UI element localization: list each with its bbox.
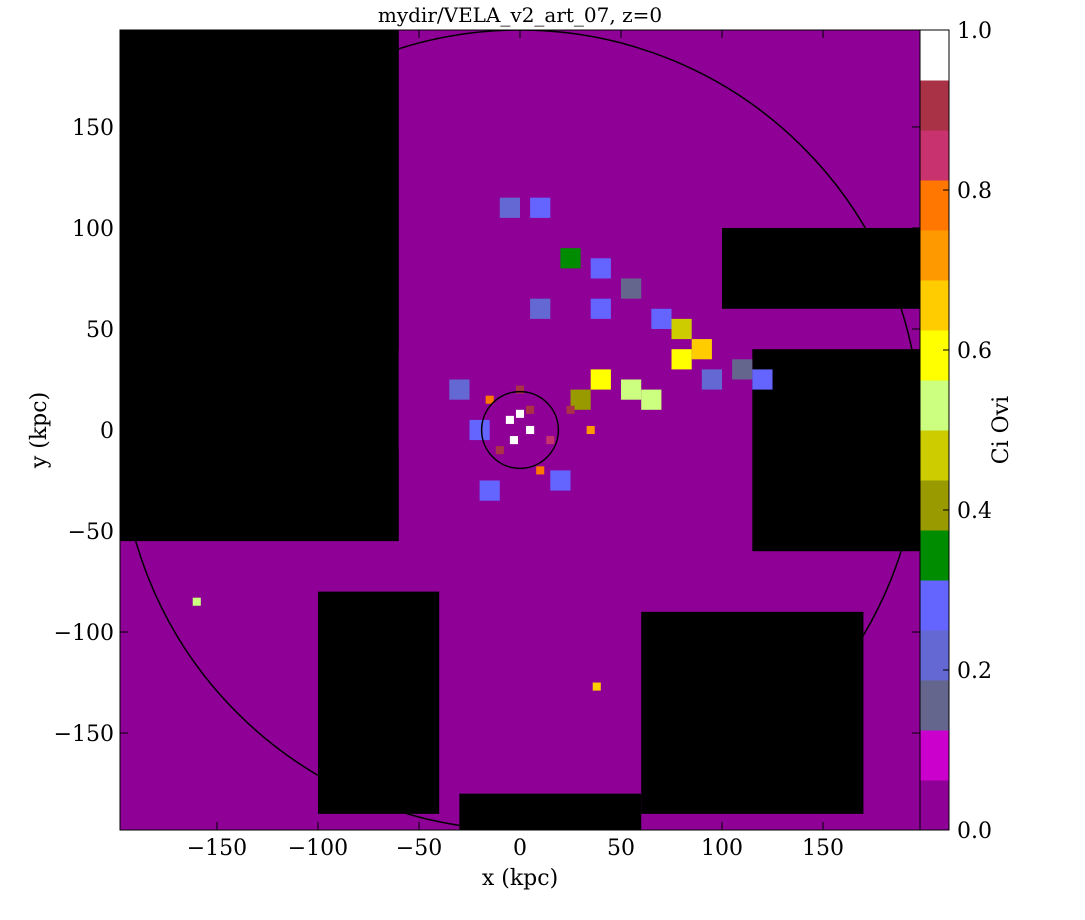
y-tick-label: 0	[100, 419, 114, 444]
colorbar-segment	[920, 180, 949, 231]
heatmap-cells	[120, 30, 920, 830]
colorbar-segment	[920, 530, 949, 581]
y-axis-label: y (kpc)	[27, 392, 52, 469]
patch-cell	[701, 369, 723, 390]
colorbar-segment	[920, 480, 949, 531]
patch-cell	[641, 389, 662, 410]
colorbar-label: Ci Ovi	[989, 396, 1014, 464]
x-axis-ticks: −150 −100 −50 0 50 100 150	[187, 30, 844, 861]
x-tick-label: 0	[513, 836, 527, 861]
colorbar-segment	[920, 630, 949, 681]
chart-title: mydir/VELA_v2_art_07, z=0	[378, 3, 662, 27]
colorbar-tick-label: 0.8	[957, 179, 992, 204]
y-tick-label: 150	[72, 116, 114, 141]
patch-cell	[570, 389, 591, 410]
x-tick-label: −150	[187, 836, 247, 861]
patch-cell	[752, 369, 773, 390]
colorbar-segment	[920, 680, 949, 731]
x-tick-label: −50	[396, 836, 442, 861]
y-axis-ticks: −150 −100 −50 0 50 100 150	[54, 116, 920, 747]
patch-cell	[651, 308, 672, 329]
patch-cell	[671, 349, 692, 370]
patch-cell	[590, 298, 611, 319]
patch-cell	[530, 298, 551, 319]
colorbar-segment	[920, 430, 949, 481]
region-cell	[722, 227, 920, 309]
colorbar-tick-label: 0.0	[957, 819, 992, 844]
y-tick-label: 50	[86, 318, 114, 343]
x-tick-label: 150	[802, 836, 844, 861]
hotspot-cell	[505, 415, 514, 424]
colorbar-ticks: 0.0 0.2 0.4 0.6 0.8 1.0	[943, 19, 992, 844]
y-tick-label: 100	[72, 217, 114, 242]
hotspot-cell	[485, 395, 494, 404]
region-cell	[641, 611, 864, 814]
plot-area	[119, 29, 921, 831]
colorbar-segment	[920, 30, 949, 81]
region-cell	[752, 349, 920, 552]
region-cell	[317, 591, 440, 814]
patch-cell	[621, 379, 642, 400]
region-cell	[120, 30, 399, 542]
colorbar-tick-label: 0.2	[957, 659, 992, 684]
patch-cell	[671, 318, 692, 340]
y-tick-label: −50	[68, 520, 114, 545]
patch-cell	[691, 339, 712, 360]
hotspot-cell	[526, 425, 535, 435]
hotspot-cell	[526, 405, 535, 414]
colorbar-segment	[920, 80, 949, 131]
patch-cell	[590, 258, 611, 279]
patch-cell	[550, 470, 571, 491]
patch-cell	[479, 480, 500, 501]
colorbar-segment	[920, 380, 949, 431]
hotspot-cell	[592, 682, 601, 691]
patch-cell	[469, 419, 490, 441]
region-cell	[398, 349, 642, 451]
patch-cell	[590, 369, 611, 390]
colorbar-segment	[920, 330, 949, 381]
colorbar-tick-label: 0.4	[957, 499, 992, 524]
radius-circle	[480, 390, 560, 470]
colorbar	[920, 30, 949, 830]
colorbar-segment	[920, 580, 949, 631]
virial-circles	[120, 30, 920, 830]
hotspot-cell	[495, 446, 504, 455]
x-tick-label: 50	[607, 836, 635, 861]
hotspot-cell	[546, 436, 555, 445]
colorbar-segment	[920, 780, 949, 830]
region-cell	[459, 793, 642, 830]
colorbar-segment	[920, 280, 949, 331]
y-tick-label: −100	[54, 621, 114, 646]
hotspot-cell	[515, 385, 525, 394]
hotspot-cell	[192, 597, 201, 606]
patch-cell	[560, 248, 581, 269]
y-tick-label: −150	[54, 722, 114, 747]
x-tick-label: −100	[288, 836, 348, 861]
patch-cell	[449, 379, 470, 400]
hotspot-cell	[586, 425, 595, 435]
patch-cell	[499, 197, 520, 218]
hotspot-cell	[536, 466, 545, 475]
colorbar-segment	[920, 230, 949, 281]
hotspot-cell	[566, 405, 575, 414]
colorbar-tick-label: 1.0	[957, 19, 992, 44]
x-axis-label: x (kpc)	[482, 866, 558, 891]
colorbar-tick-label: 0.6	[957, 339, 992, 364]
patch-cell	[621, 278, 642, 299]
hotspot-cell	[509, 436, 518, 445]
hotspot-cell	[515, 409, 525, 418]
colorbar-segment	[920, 130, 949, 181]
patch-cell	[732, 359, 753, 380]
x-tick-label: 100	[701, 836, 743, 861]
patch-cell	[530, 197, 551, 218]
colorbar-segment	[920, 730, 949, 781]
